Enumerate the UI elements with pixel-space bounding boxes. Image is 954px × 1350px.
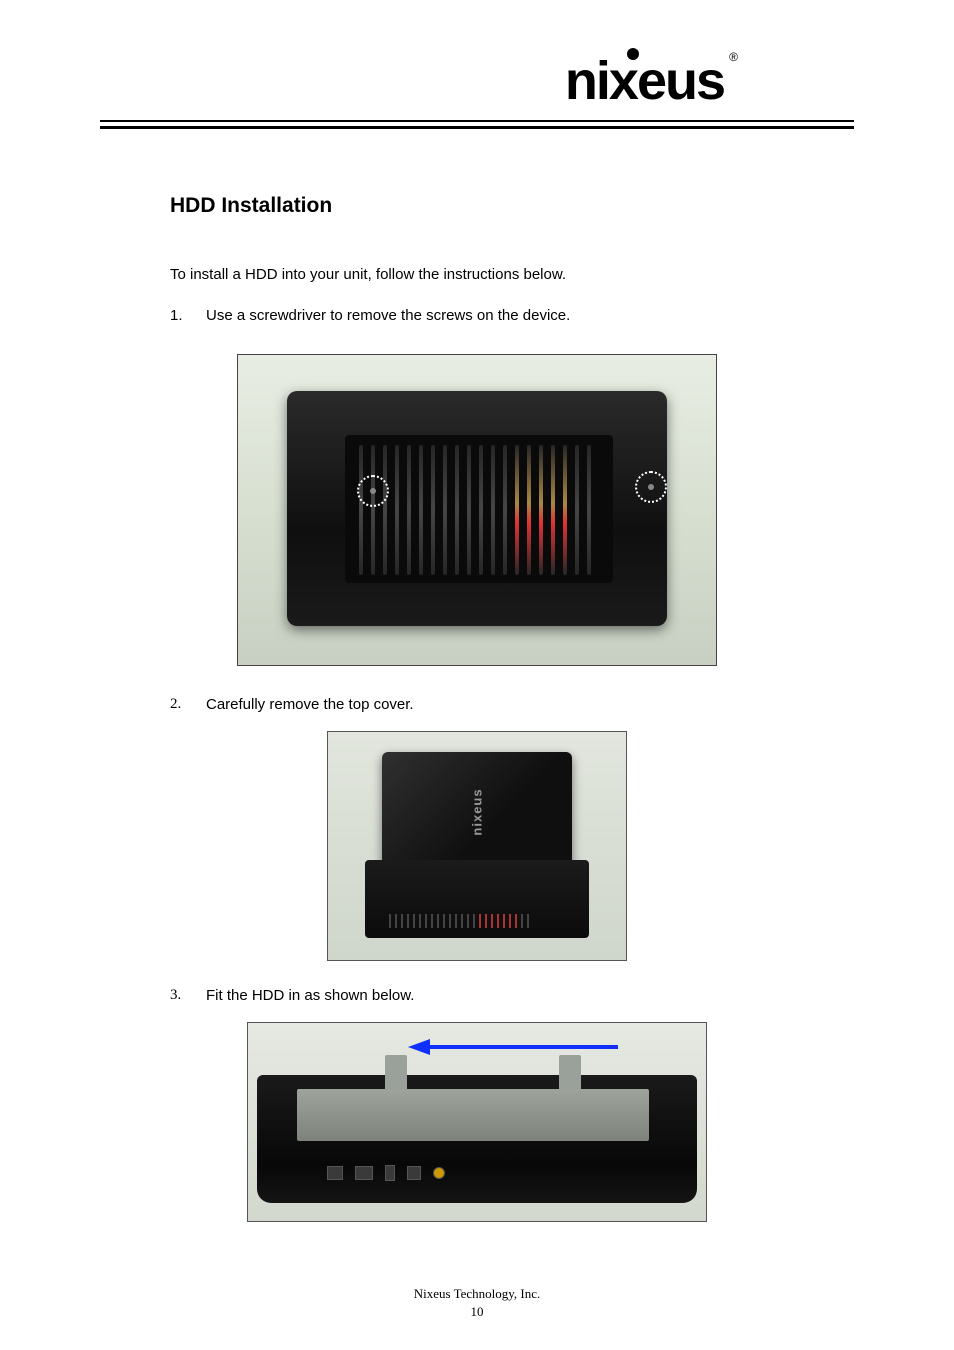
vent-panel xyxy=(345,435,613,583)
screw-callout-left xyxy=(357,475,389,507)
page-content: HDD Installation To install a HDD into y… xyxy=(0,129,954,1222)
page-number: 10 xyxy=(0,1304,954,1320)
step-number: 2. xyxy=(170,696,206,713)
screw-callout-right xyxy=(635,471,667,503)
device-base xyxy=(365,860,589,938)
step-text: Carefully remove the top cover. xyxy=(206,696,784,713)
figure-2: nixeus xyxy=(170,731,784,961)
top-cover: nixeus xyxy=(382,752,572,872)
registered-mark: ® xyxy=(729,50,738,64)
brand-logo: nixeus ® xyxy=(565,50,724,112)
device-body xyxy=(287,391,667,626)
step-number: 1. xyxy=(170,307,206,324)
step-number: 3. xyxy=(170,987,206,1004)
device-top-photo xyxy=(237,354,717,666)
company-name: Nixeus Technology, Inc. xyxy=(0,1286,954,1302)
direction-arrow-icon xyxy=(408,1037,618,1057)
page-footer: Nixeus Technology, Inc. 10 xyxy=(0,1286,954,1320)
screw-icon xyxy=(370,488,376,494)
figure-3 xyxy=(170,1022,784,1222)
front-vents xyxy=(389,914,529,928)
chassis xyxy=(257,1075,697,1203)
logo-dot-icon xyxy=(626,47,640,61)
rear-ports xyxy=(327,1165,445,1181)
hdd-fit-photo xyxy=(247,1022,707,1222)
step-text: Use a screwdriver to remove the screws o… xyxy=(206,307,784,324)
screw-icon xyxy=(648,484,654,490)
logo-wrap: nixeus ® xyxy=(100,50,854,112)
vent-slots xyxy=(359,445,591,575)
figure-1 xyxy=(170,354,784,666)
step-text: Fit the HDD in as shown below. xyxy=(206,987,784,1004)
page-header: nixeus ® xyxy=(0,0,954,112)
section-title: HDD Installation xyxy=(170,194,784,218)
header-rule-thin xyxy=(100,120,854,122)
intro-text: To install a HDD into your unit, follow … xyxy=(170,266,784,283)
logo-text: nixeus xyxy=(565,50,724,112)
device-cover-photo: nixeus xyxy=(327,731,627,961)
step-1: 1. Use a screwdriver to remove the screw… xyxy=(170,307,784,324)
hdd-tray xyxy=(297,1089,649,1141)
cover-brand-label: nixeus xyxy=(470,788,485,835)
step-2: 2. Carefully remove the top cover. xyxy=(170,696,784,713)
step-3: 3. Fit the HDD in as shown below. xyxy=(170,987,784,1004)
